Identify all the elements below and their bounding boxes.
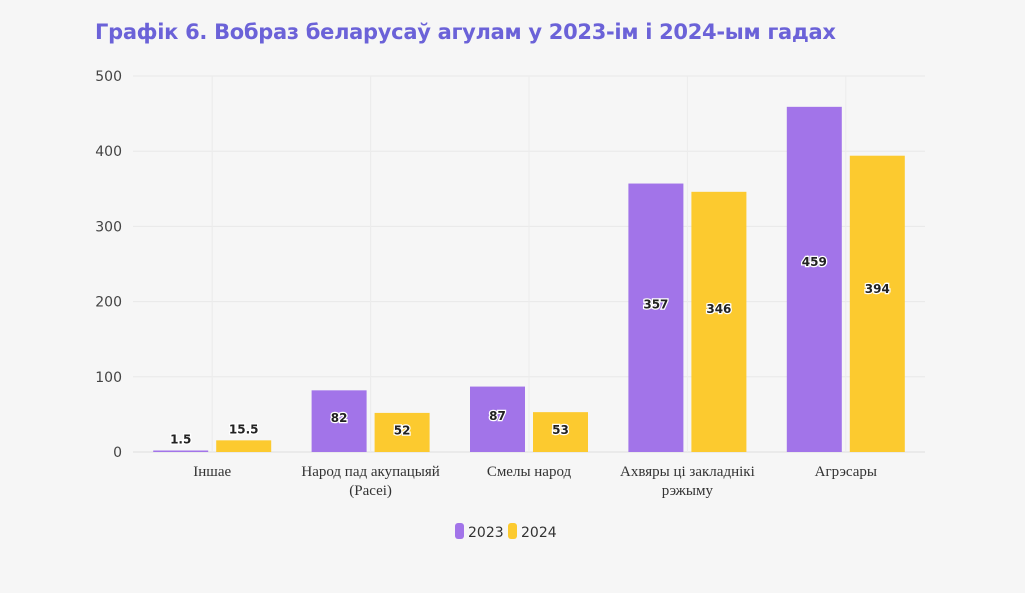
- data-label: 459: [802, 255, 827, 269]
- x-category-label: Ахвяры ці закладнікі: [620, 464, 755, 480]
- y-tick-label: 100: [95, 370, 122, 386]
- bar-2023: [311, 390, 367, 452]
- legend-label: 2023: [468, 525, 504, 541]
- y-tick-label: 300: [95, 219, 122, 235]
- bar-2024: [849, 155, 905, 452]
- bar-2023: [628, 183, 684, 452]
- bar-2024: [691, 191, 747, 453]
- chart-title: Графік 6. Вобраз беларусаў агулам у 2023…: [95, 20, 836, 44]
- bar-2023: [786, 106, 842, 452]
- data-label: 52: [394, 423, 411, 437]
- y-tick-label: 500: [95, 69, 122, 85]
- data-label: 15.5: [229, 422, 259, 436]
- bar-2024: [533, 412, 588, 452]
- legend-label: 2024: [521, 525, 557, 541]
- legend-swatch-2023: [455, 523, 464, 539]
- x-category-label: рэжыму: [662, 483, 714, 499]
- data-label: 394: [865, 282, 890, 296]
- x-category-label: Агрэсары: [815, 464, 877, 480]
- data-label: 346: [706, 302, 731, 316]
- data-label: 357: [643, 297, 668, 311]
- data-label: 82: [331, 411, 348, 425]
- bar-2023: [470, 386, 525, 452]
- y-tick-label: 0: [113, 445, 122, 461]
- legend-swatch-2024: [508, 523, 517, 539]
- y-tick-label: 400: [95, 144, 122, 160]
- data-label: 1.5: [170, 433, 191, 447]
- bar-2024: [374, 412, 430, 452]
- x-category-label: Смелы народ: [487, 464, 572, 480]
- y-tick-label: 200: [95, 295, 122, 311]
- x-category-label: Народ пад акупацыяй: [301, 464, 439, 480]
- bar-2024: [216, 440, 272, 452]
- x-category-label: Іншае: [193, 464, 231, 480]
- data-label: 53: [552, 423, 569, 437]
- x-category-label: (Расеі): [349, 483, 392, 499]
- bar-2023: [153, 450, 209, 452]
- data-label: 87: [489, 409, 506, 423]
